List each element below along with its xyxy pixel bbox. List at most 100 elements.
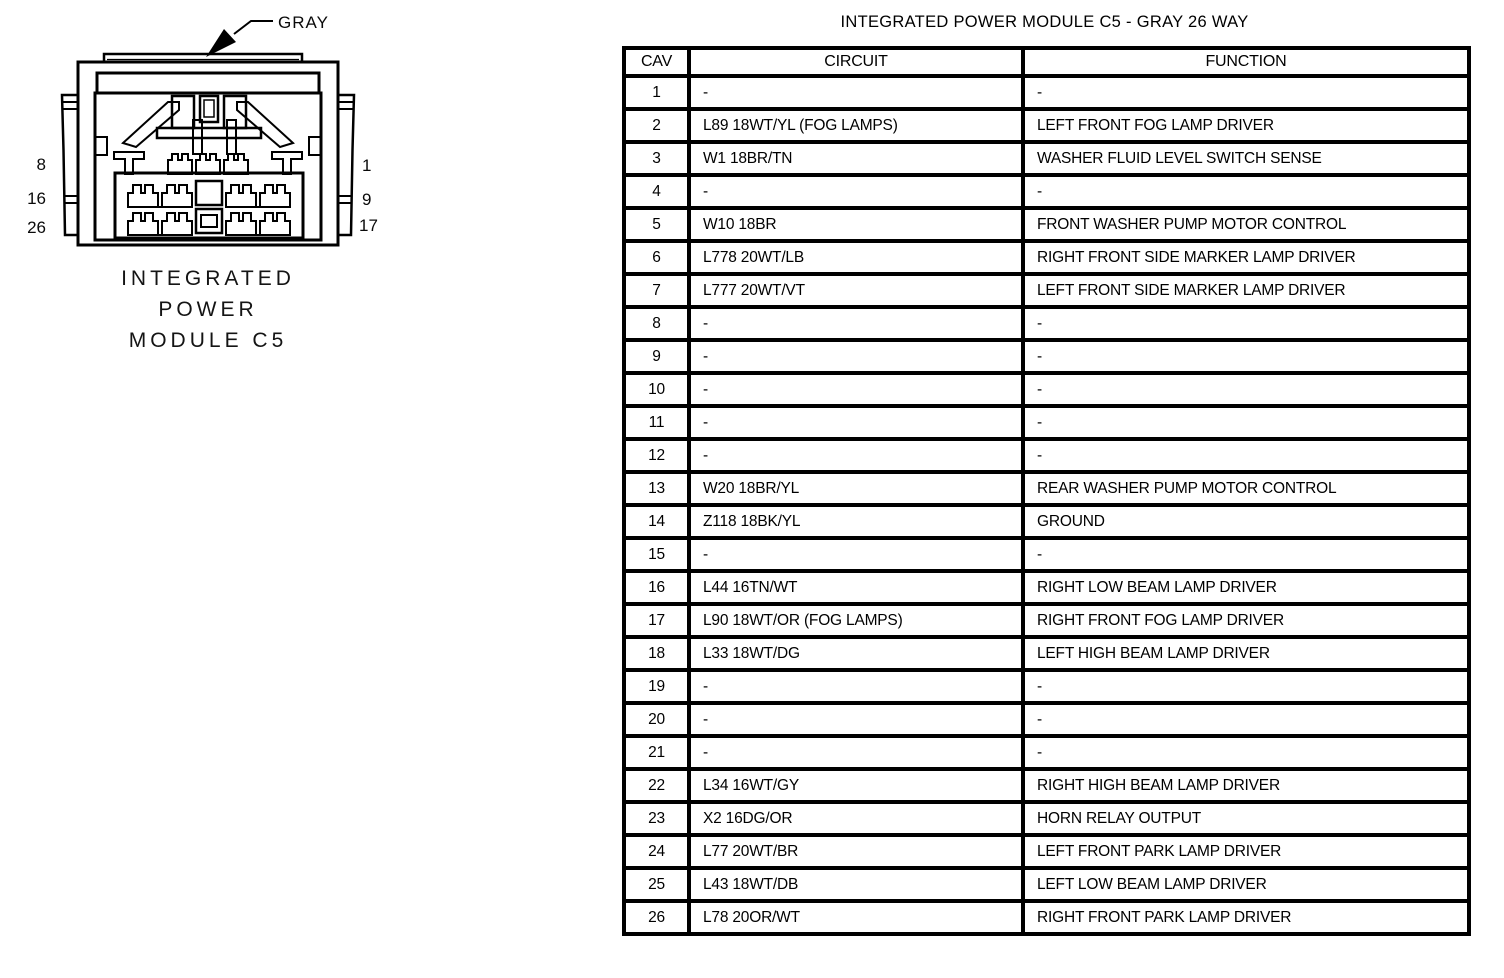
function-cell: RIGHT FRONT FOG LAMP DRIVER [1021, 602, 1471, 639]
function-cell: - [1021, 338, 1471, 375]
function-cell: LEFT FRONT FOG LAMP DRIVER [1021, 107, 1471, 144]
function-cell: - [1021, 701, 1471, 738]
cav-cell: 26 [622, 899, 691, 936]
cav-cell: 14 [622, 503, 691, 540]
pinout-table: CAV CIRCUIT FUNCTION 1- -2 L89 18WT/YL (FO… [622, 46, 1471, 936]
cav-cell: 6 [622, 239, 691, 276]
cav-cell: 24 [622, 833, 691, 870]
function-cell: - [1021, 74, 1471, 111]
circuit-cell: L90 18WT/OR (FOG LAMPS) [687, 602, 1025, 639]
circuit-cell: L34 16WT/GY [687, 767, 1025, 804]
table-row: 25 L43 18WT/DB LEFT LOW BEAM LAMP DRIVER [622, 866, 1471, 903]
function-cell: LEFT LOW BEAM LAMP DRIVER [1021, 866, 1471, 903]
table-row: 5 W10 18BR FRONT WASHER PUMP MOTOR CONTROL [622, 206, 1471, 243]
pin-label-right-0: 1 [362, 156, 371, 175]
cav-cell: 12 [622, 437, 691, 474]
cav-cell: 13 [622, 470, 691, 507]
circuit-cell: X2 16DG/OR [687, 800, 1025, 837]
connector-housing [60, 60, 356, 247]
circuit-cell: - [687, 668, 1025, 705]
cav-cell: 25 [622, 866, 691, 903]
cav-cell: 19 [622, 668, 691, 705]
function-cell: RIGHT FRONT SIDE MARKER LAMP DRIVER [1021, 239, 1471, 276]
connector-color-label: GRAY [278, 13, 329, 32]
table-row: 16 L44 16TN/WT RIGHT LOW BEAM LAMP DRIVER [622, 569, 1471, 606]
cav-cell: 8 [622, 305, 691, 342]
table-row: 14 Z118 18BK/YL GROUND [622, 503, 1471, 540]
connector-caption-line: POWER [158, 298, 258, 321]
table-row: 12- - [622, 437, 1471, 474]
function-cell: RIGHT HIGH BEAM LAMP DRIVER [1021, 767, 1471, 804]
cav-cell: 4 [622, 173, 691, 210]
cav-cell: 21 [622, 734, 691, 771]
circuit-cell: L43 18WT/DB [687, 866, 1025, 903]
cav-cell: 1 [622, 74, 691, 111]
gray-callout-arrow [206, 20, 273, 57]
cav-cell: 16 [622, 569, 691, 606]
circuit-cell: - [687, 338, 1025, 375]
circuit-cell: L777 20WT/VT [687, 272, 1025, 309]
circuit-cell: - [687, 173, 1025, 210]
circuit-cell: L44 16TN/WT [687, 569, 1025, 606]
function-cell: LEFT FRONT SIDE MARKER LAMP DRIVER [1021, 272, 1471, 309]
pin-label-left-0: 8 [37, 155, 46, 174]
table-row: 7 L777 20WT/VT LEFT FRONT SIDE MARKER LAMP… [622, 272, 1471, 309]
circuit-cell: - [687, 305, 1025, 342]
pin-label-right-1: 9 [362, 190, 371, 209]
function-cell: - [1021, 305, 1471, 342]
function-cell: RIGHT FRONT PARK LAMP DRIVER [1021, 899, 1471, 936]
function-cell: - [1021, 437, 1471, 474]
function-cell: GROUND [1021, 503, 1471, 540]
circuit-cell: Z118 18BK/YL [687, 503, 1025, 540]
connector-terminal-row-top [113, 151, 303, 175]
table-row: 20- - [622, 701, 1471, 738]
circuit-cell: - [687, 701, 1025, 738]
cav-cell: 22 [622, 767, 691, 804]
function-cell: LEFT FRONT PARK LAMP DRIVER [1021, 833, 1471, 870]
cav-cell: 15 [622, 536, 691, 573]
function-cell: WASHER FLUID LEVEL SWITCH SENSE [1021, 140, 1471, 177]
circuit-cell: L78 20OR/WT [687, 899, 1025, 936]
cav-cell: 5 [622, 206, 691, 243]
table-row: 6 L778 20WT/LB RIGHT FRONT SIDE MARKER LAM… [622, 239, 1471, 276]
circuit-cell: - [687, 74, 1025, 111]
function-cell: FRONT WASHER PUMP MOTOR CONTROL [1021, 206, 1471, 243]
circuit-cell: - [687, 437, 1025, 474]
table-row: 21- - [622, 734, 1471, 771]
circuit-cell: - [687, 371, 1025, 408]
circuit-cell: W20 18BR/YL [687, 470, 1025, 507]
connector-figure: GRAY 8 16 26 1 9 17 [27, 13, 378, 247]
cav-cell: 11 [622, 404, 691, 441]
function-cell: - [1021, 404, 1471, 441]
cav-cell: 10 [622, 371, 691, 408]
table-row: 13 W20 18BR/YL REAR WASHER PUMP MOTOR CONT… [622, 470, 1471, 507]
circuit-cell: W1 18BR/TN [687, 140, 1025, 177]
table-row: 23 X2 16DG/OR HORN RELAY OUTPUT [622, 800, 1471, 837]
function-cell: - [1021, 173, 1471, 210]
function-cell: - [1021, 536, 1471, 573]
col-header-function: FUNCTION [1021, 46, 1471, 78]
function-cell: HORN RELAY OUTPUT [1021, 800, 1471, 837]
cav-cell: 17 [622, 602, 691, 639]
connector-caption-line: MODULE C5 [128, 329, 288, 352]
function-cell: - [1021, 734, 1471, 771]
table-row: 4-- [622, 173, 1471, 210]
table-row: 9-- [622, 338, 1471, 375]
circuit-cell: L77 20WT/BR [687, 833, 1025, 870]
table-row: 22 L34 16WT/GY RIGHT HIGH BEAM LAMP DRIVER [622, 767, 1471, 804]
function-cell: - [1021, 371, 1471, 408]
table-row: 15- - [622, 536, 1471, 573]
pin-label-left-2: 26 [27, 218, 46, 237]
cav-cell: 2 [622, 107, 691, 144]
table-title: INTEGRATED POWER MODULE C5 - GRAY 26 WAY [840, 13, 1249, 31]
col-header-cav: CAV [622, 46, 691, 78]
table-row: 11- - [622, 404, 1471, 441]
header-row: CAV CIRCUIT FUNCTION [622, 46, 1471, 78]
table-row: 3 W1 18BR/TN WASHER FLUID LEVEL SWITCH SEN… [622, 140, 1471, 177]
pin-label-left-1: 16 [27, 189, 46, 208]
table-row: 1-- [622, 74, 1471, 111]
connector-terminal-rows-lower [113, 171, 305, 240]
cav-cell: 18 [622, 635, 691, 672]
table-row: 18 L33 18WT/DG LEFT HIGH BEAM LAMP DRIVER [622, 635, 1471, 672]
circuit-cell: L33 18WT/DG [687, 635, 1025, 672]
